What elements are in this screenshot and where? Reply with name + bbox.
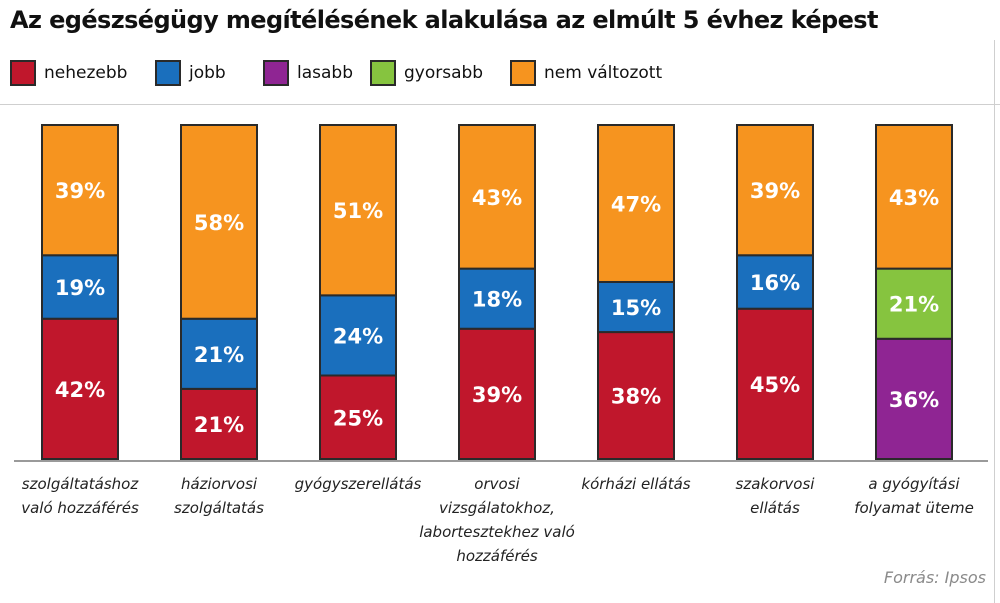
- data-label: 39%: [55, 179, 105, 203]
- data-label: 16%: [750, 271, 800, 295]
- data-label: 21%: [194, 343, 244, 367]
- data-label: 47%: [611, 192, 661, 216]
- data-label: 21%: [889, 293, 939, 317]
- bar-segment-nem-valtozott: [41, 124, 119, 257]
- bar-segment-nehezebb: [180, 387, 258, 460]
- legend-swatch-gyorsabb: [370, 60, 396, 86]
- category-label: ellátás: [750, 499, 800, 517]
- data-label: 19%: [55, 276, 105, 300]
- legend-swatch-nem-valtozott: [510, 60, 536, 86]
- bar-segment-nem-valtozott: [875, 124, 953, 270]
- bar-segment-nem-valtozott: [597, 124, 675, 283]
- legend-label-lasabb: lasabb: [297, 63, 353, 83]
- top-divider: [0, 104, 1000, 105]
- data-label: 21%: [194, 413, 244, 437]
- data-label: 25%: [333, 406, 383, 430]
- data-label: 39%: [472, 383, 522, 407]
- data-label: 36%: [889, 388, 939, 412]
- bar-segment-nem-valtozott: [736, 124, 814, 257]
- category-label: a gyógyítási: [868, 475, 960, 493]
- source-note: Forrás: Ipsos: [883, 568, 986, 587]
- bar-segment-jobb: [41, 254, 119, 320]
- data-label: 15%: [611, 296, 661, 320]
- category-label: folyamat üteme: [854, 499, 974, 517]
- bar-segment-gyorsabb: [875, 267, 953, 340]
- category-label: háziorvosi: [181, 475, 258, 493]
- bar-segment-nehezebb: [736, 307, 814, 461]
- chart-title: Az egészségügy megítélésének alakulása a…: [10, 6, 878, 34]
- legend-label-jobb: jobb: [189, 63, 226, 83]
- data-label: 24%: [333, 324, 383, 348]
- legend-swatch-nehezebb: [10, 60, 36, 86]
- bar-segment-jobb: [319, 294, 397, 377]
- data-label: 58%: [194, 211, 244, 235]
- legend-label-nehezebb: nehezebb: [44, 63, 128, 83]
- data-label: 18%: [472, 288, 522, 312]
- right-border: [994, 40, 995, 603]
- category-label: szolgáltatáshoz: [22, 475, 140, 493]
- bar-segment-jobb: [458, 267, 536, 330]
- bar-segment-nehezebb: [41, 317, 119, 460]
- bar-segment-jobb: [180, 317, 258, 390]
- data-label: 42%: [55, 378, 105, 402]
- bar-segment-nem-valtozott: [319, 124, 397, 297]
- bar-segment-jobb: [736, 254, 814, 310]
- category-label: vizsgálatokhoz,: [439, 499, 555, 517]
- category-label: való hozzáférés: [21, 499, 139, 517]
- bar-segment-nem-valtozott: [458, 124, 536, 270]
- data-label: 43%: [472, 186, 522, 210]
- legend-label-nem-valtozott: nem változott: [544, 63, 663, 83]
- data-label: 51%: [333, 199, 383, 223]
- bar-segment-nehezebb: [319, 374, 397, 460]
- category-label: labortesztekhez való: [419, 523, 575, 541]
- category-label: hozzáférés: [456, 547, 538, 565]
- category-label: szakorvosi: [736, 475, 816, 493]
- legend-swatch-lasabb: [263, 60, 289, 86]
- legend-label-gyorsabb: gyorsabb: [404, 63, 484, 83]
- bar-segment-nehezebb: [597, 331, 675, 460]
- data-label: 38%: [611, 385, 661, 409]
- category-label: kórházi ellátás: [581, 475, 690, 493]
- category-label: szolgáltatás: [174, 499, 264, 517]
- legend-swatch-jobb: [155, 60, 181, 86]
- data-label: 45%: [750, 373, 800, 397]
- data-label: 43%: [889, 186, 939, 210]
- bar-segment-lasabb: [875, 337, 953, 461]
- bar-segment-nehezebb: [458, 327, 536, 460]
- bar-segment-nem-valtozott: [180, 124, 258, 320]
- category-label: gyógyszerellátás: [295, 475, 422, 493]
- data-label: 39%: [750, 179, 800, 203]
- category-label: orvosi: [474, 475, 520, 493]
